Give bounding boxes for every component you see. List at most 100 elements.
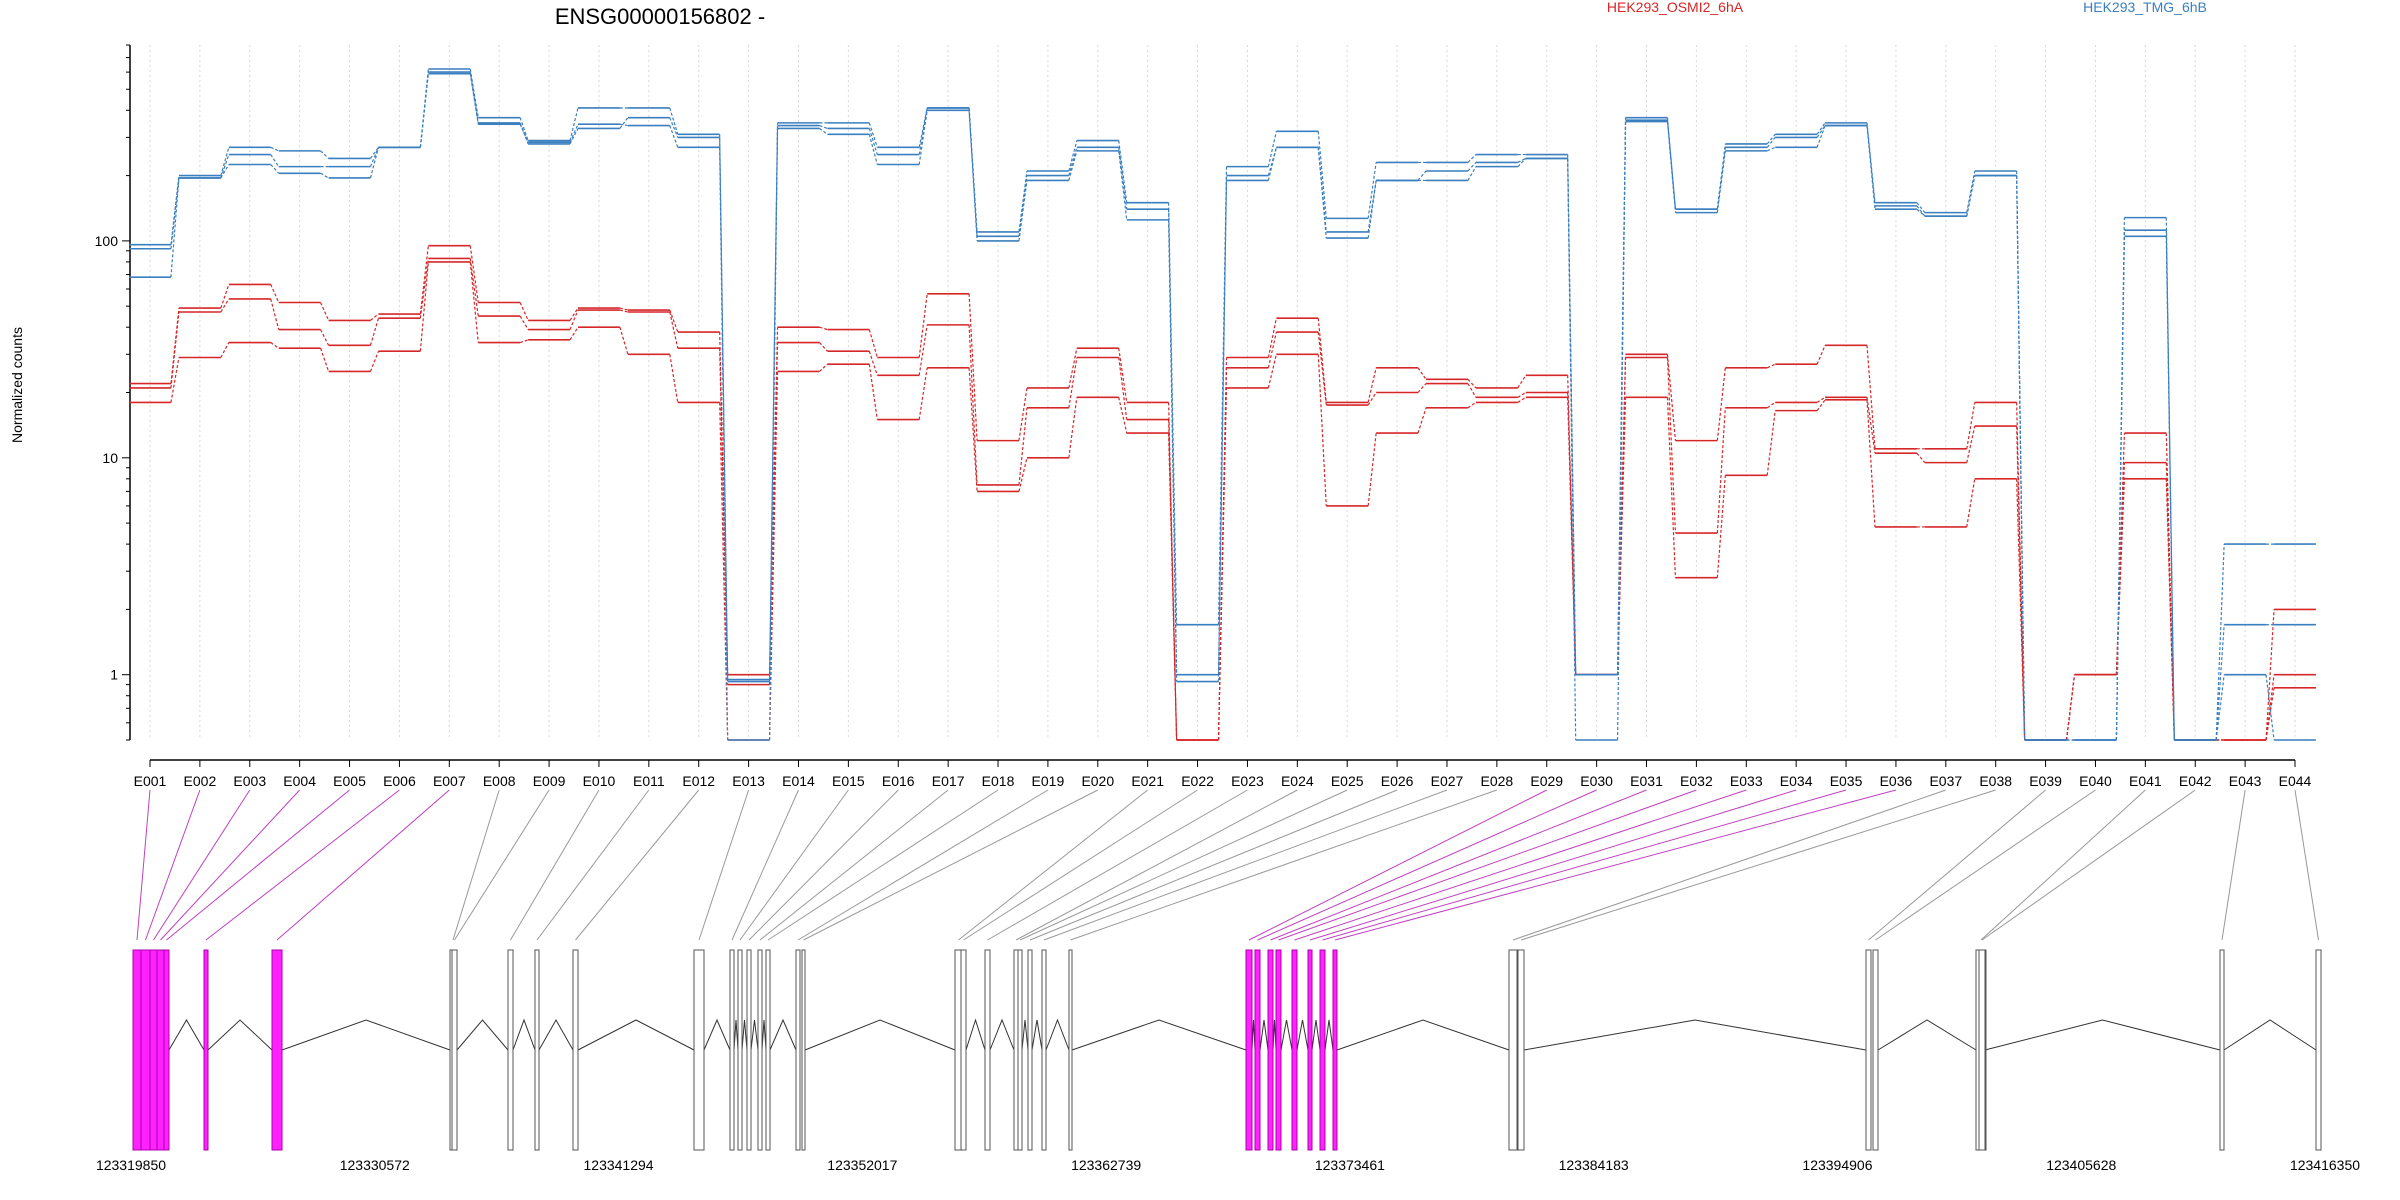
intron bbox=[456, 1019, 509, 1051]
series-transition bbox=[1666, 354, 1677, 441]
exon-block bbox=[1508, 949, 1518, 1151]
genome-tick-label: 123330572 bbox=[340, 1157, 410, 1173]
series-transition bbox=[768, 128, 779, 741]
exon-block bbox=[729, 949, 735, 1151]
series-transition bbox=[1417, 407, 1427, 434]
intron bbox=[1296, 1019, 1309, 1051]
series-transition bbox=[1467, 162, 1477, 172]
series-transition bbox=[1766, 137, 1776, 148]
series-transition bbox=[1018, 175, 1028, 237]
series-transition bbox=[1816, 122, 1826, 135]
series-transition bbox=[519, 315, 529, 330]
series-transition bbox=[519, 339, 529, 344]
series-transition bbox=[2265, 674, 2275, 741]
genome-tick-label: 123416350 bbox=[2290, 1157, 2360, 1173]
series-transition bbox=[1766, 146, 1776, 152]
x-tick-label: E021 bbox=[1131, 773, 1164, 789]
series-transition bbox=[918, 367, 928, 420]
series-transition bbox=[320, 172, 329, 179]
exon-block bbox=[1865, 949, 1872, 1151]
intron bbox=[989, 1018, 1015, 1051]
series-transition bbox=[2165, 478, 2175, 741]
intron bbox=[2223, 1019, 2317, 1051]
x-tick-label: E038 bbox=[1979, 773, 2012, 789]
series-transition bbox=[270, 146, 279, 152]
intron bbox=[761, 1019, 767, 1051]
intron bbox=[1877, 1019, 1977, 1051]
series-transition bbox=[868, 122, 878, 148]
exon-block bbox=[1041, 949, 1047, 1151]
exon-block bbox=[795, 949, 801, 1151]
genome-tick-label: 123384183 bbox=[1559, 1157, 1629, 1173]
series-transition bbox=[1467, 383, 1477, 398]
series-transition bbox=[220, 298, 230, 313]
exon-block bbox=[746, 949, 752, 1151]
exon-connector bbox=[1875, 789, 2096, 941]
series-transition bbox=[1766, 363, 1776, 369]
series-transition bbox=[1816, 125, 1826, 148]
intron bbox=[1324, 1019, 1334, 1051]
series-transition bbox=[469, 245, 479, 303]
x-tick-label: E027 bbox=[1431, 773, 1464, 789]
series-transition bbox=[1018, 407, 1028, 485]
series-transition bbox=[1666, 357, 1677, 534]
series-transition bbox=[1367, 392, 1377, 406]
x-tick-label: E028 bbox=[1481, 773, 1514, 789]
exon-block bbox=[1275, 949, 1282, 1151]
series-transition bbox=[1816, 345, 1826, 365]
genome-coordinate-axis: 123319850 123330572 123341294 123352017 1233… bbox=[96, 1157, 2360, 1173]
genome-tick-label: 123373461 bbox=[1315, 1157, 1385, 1173]
series-transition bbox=[419, 258, 429, 319]
exon-connector bbox=[2221, 789, 2246, 941]
intron bbox=[741, 1019, 748, 1051]
y-axis: 1 10 100 bbox=[95, 44, 131, 741]
exon-block bbox=[1319, 949, 1326, 1151]
series-transition bbox=[220, 154, 230, 179]
x-tick-label: E001 bbox=[134, 773, 167, 789]
series-transition bbox=[1118, 140, 1128, 203]
exon-connector bbox=[1278, 789, 1697, 941]
exon-block bbox=[693, 949, 705, 1151]
exon-block bbox=[1872, 949, 1879, 1151]
exon-connector bbox=[731, 789, 799, 941]
series-transition bbox=[2215, 624, 2225, 741]
series-transition bbox=[619, 309, 629, 313]
series-transition bbox=[1267, 331, 1277, 368]
genome-tick-label: 123405628 bbox=[2046, 1157, 2116, 1173]
intron bbox=[538, 1018, 574, 1051]
x-tick-label: E018 bbox=[982, 773, 1015, 789]
series-transition bbox=[270, 284, 280, 303]
series-line bbox=[129, 261, 2316, 741]
series-transition bbox=[419, 245, 429, 315]
series-transition bbox=[1517, 375, 1527, 389]
series-transition bbox=[1517, 157, 1527, 168]
intron bbox=[750, 1019, 759, 1051]
exon-connector bbox=[1512, 789, 1946, 941]
x-tick-label: E023 bbox=[1231, 773, 1264, 789]
series-transition bbox=[170, 177, 180, 278]
exon-connector bbox=[1270, 789, 1647, 941]
series-transition bbox=[1916, 208, 1926, 217]
series-transition bbox=[320, 302, 330, 321]
y-tick-label: 100 bbox=[95, 233, 119, 249]
series-transition bbox=[1317, 318, 1327, 403]
series-transition bbox=[768, 122, 779, 680]
x-tick-label: E020 bbox=[1081, 773, 1114, 789]
series-line bbox=[129, 257, 2316, 741]
exon-connector bbox=[536, 789, 650, 941]
series-transition bbox=[369, 147, 380, 167]
intron bbox=[769, 1018, 797, 1051]
y-axis-label: Normalized counts bbox=[9, 327, 25, 443]
intron bbox=[1336, 1019, 1510, 1051]
exon-block bbox=[271, 949, 283, 1151]
series-transition bbox=[469, 261, 479, 343]
series-transition bbox=[419, 73, 429, 148]
series-transition bbox=[968, 367, 978, 492]
series-transition bbox=[1916, 205, 1926, 217]
series-transition bbox=[868, 364, 878, 420]
x-tick-label: E010 bbox=[583, 773, 616, 789]
intron bbox=[1311, 1019, 1321, 1051]
series-transition bbox=[2265, 687, 2275, 741]
series-transition bbox=[1317, 147, 1327, 239]
series-transition bbox=[1068, 397, 1078, 458]
